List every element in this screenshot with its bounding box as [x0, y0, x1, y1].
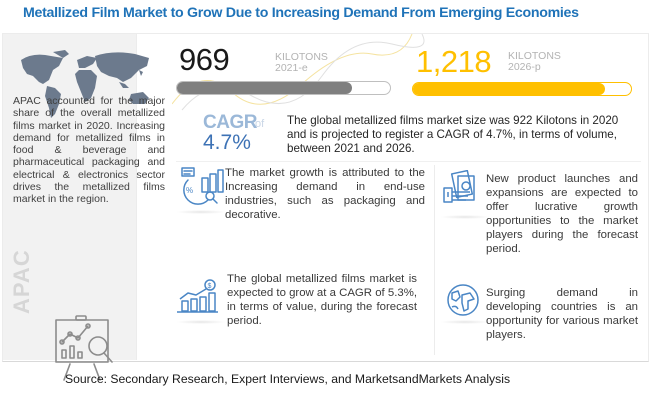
projected-volume-year: 2026-p: [508, 61, 541, 73]
current-volume-unit: KILOTONS: [275, 51, 328, 63]
globe-icon: [447, 284, 479, 316]
point-new-product-launches: New product launches and expansions are …: [486, 173, 638, 255]
page-title: Metallized Film Market to Grow Due to In…: [23, 5, 579, 21]
point-developing-countries: Surging demand in developing countries i…: [486, 287, 638, 341]
cagr-label: CAGR: [203, 112, 257, 133]
current-volume-value: 969: [179, 42, 230, 77]
presentation-analysis-icon: [55, 315, 113, 381]
money-hand-icon: [443, 170, 475, 203]
current-volume-year: 2021-e: [275, 62, 308, 74]
source-note: Source: Secondary Research, Expert Inter…: [65, 372, 511, 386]
icon-shadow: [440, 215, 490, 219]
projected-volume-value: 1,218: [416, 44, 492, 79]
icon-shadow: [176, 210, 226, 214]
icon-shadow: [440, 320, 490, 324]
svg-text:%: %: [186, 186, 193, 195]
apac-description: APAC accounted for the major share of th…: [13, 95, 165, 206]
cagr-value: 4.7%: [203, 131, 251, 154]
svg-text:$: $: [208, 283, 212, 290]
growth-chart-dollar-icon: $: [177, 279, 218, 313]
current-volume-bar-fill: [177, 82, 352, 94]
column-divider: [434, 165, 435, 355]
cagr-of-label: of: [255, 118, 265, 130]
current-volume-bar: [176, 81, 391, 95]
icon-shadow: [176, 320, 226, 324]
projected-volume-bar-fill: [413, 83, 605, 95]
world-map-icon: [21, 50, 149, 118]
market-size-description: The global metallized films market size …: [287, 114, 619, 155]
market-analysis-icon: %: [181, 167, 224, 205]
apac-vertical-label: APAC: [9, 249, 34, 314]
projected-volume-bar: [412, 82, 632, 96]
point-value-cagr: The global metallized films market is ex…: [227, 273, 417, 327]
left-panel: APAC: [3, 34, 149, 381]
point-market-growth: The market growth is attributed to the I…: [225, 167, 425, 221]
projected-volume-unit: KILOTONS: [508, 50, 561, 62]
section-divider: [176, 161, 641, 162]
